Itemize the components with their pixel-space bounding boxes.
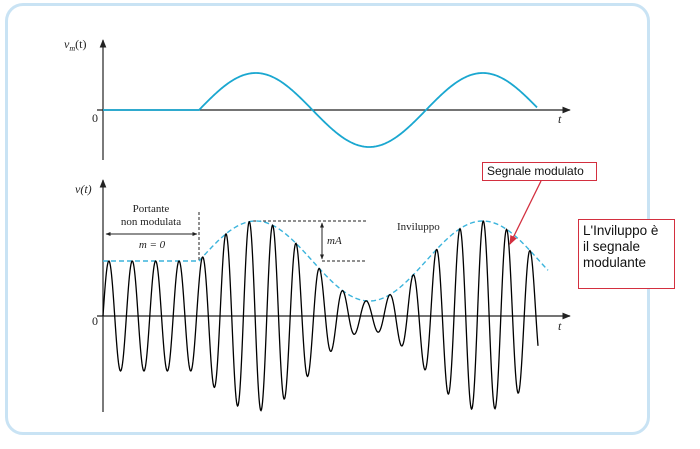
envelope-curve — [103, 220, 549, 302]
modulated-signal-text: Segnale modulato — [487, 164, 584, 178]
bottom-origin-label: 0 — [92, 314, 98, 328]
bottom-x-label: t — [558, 319, 562, 333]
modulated-signal-curve — [102, 220, 539, 412]
modulated-signal-label: Segnale modulato — [482, 162, 597, 181]
envelope-label: Inviluppo — [397, 221, 440, 233]
mA-label: mA — [327, 235, 342, 247]
modulating-signal-curve — [103, 72, 538, 148]
top-y-label: vm(t) — [64, 37, 86, 53]
carrier-label-line1: Portante — [133, 203, 170, 215]
envelope-note-box: L'Inviluppo è il segnale modulante — [578, 219, 675, 289]
top-x-label: t — [558, 112, 562, 126]
carrier-label-line2: non modulata — [121, 216, 181, 228]
envelope-note-line3: modulante — [583, 255, 647, 270]
top-origin-label: 0 — [92, 111, 98, 125]
envelope-note-line1: L'Inviluppo è — [583, 223, 659, 238]
bottom-y-label: v(t) — [75, 182, 92, 196]
figure-frame — [5, 3, 650, 435]
envelope-note-line2: il segnale — [583, 239, 641, 254]
modulated-signal-pointer — [509, 180, 542, 245]
m-zero-label: m = 0 — [139, 239, 166, 251]
